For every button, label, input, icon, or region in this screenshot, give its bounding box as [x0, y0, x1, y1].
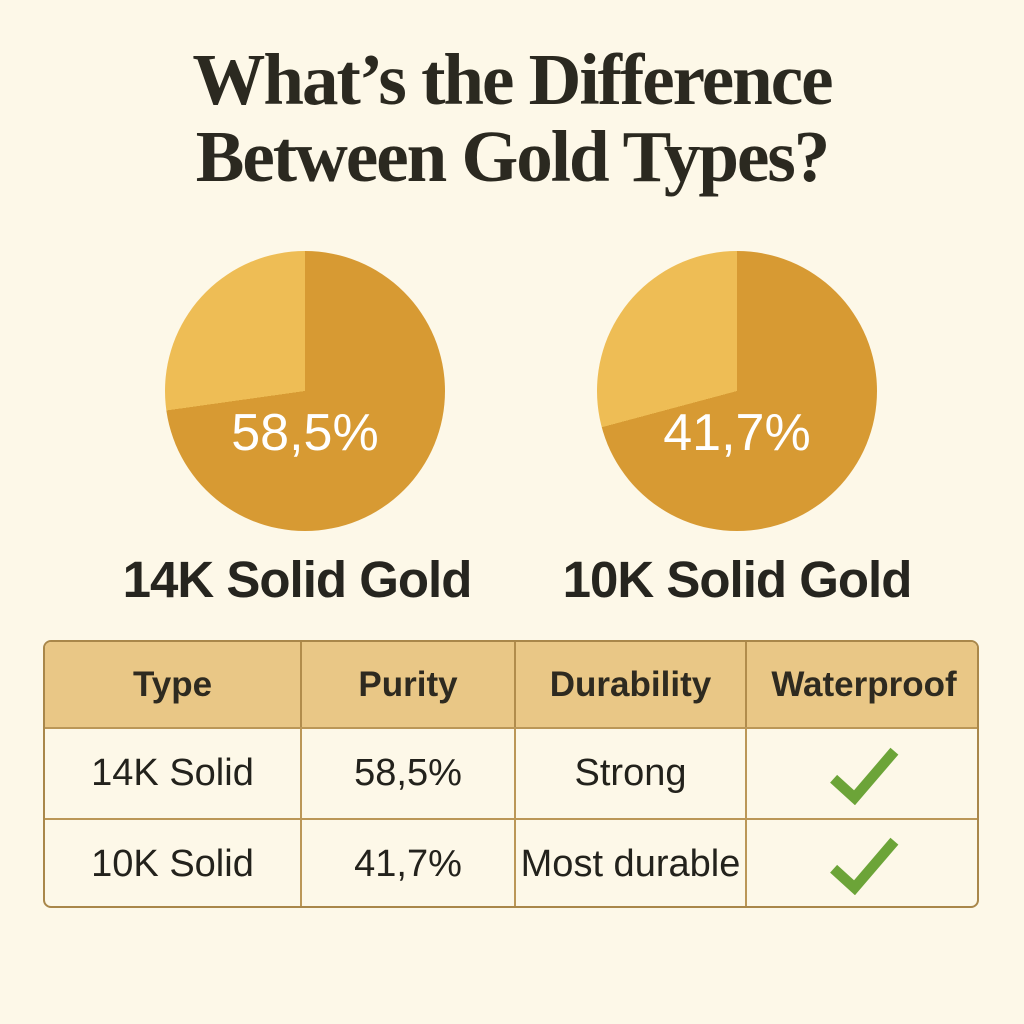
table-header-type: Type [45, 642, 300, 727]
comparison-table: Type Purity Durability Waterproof 14K So… [43, 640, 979, 908]
table-header-purity: Purity [300, 642, 514, 727]
check-icon [830, 837, 899, 895]
table-cell-waterproof-14k [745, 727, 977, 818]
table-cell-durability-14k: Strong [514, 727, 745, 818]
page-title-line-2: Between Gold Types? [195, 115, 831, 197]
pie-chart-14k: 58,5% [165, 251, 445, 531]
table-header-waterproof: Waterproof [745, 642, 977, 727]
table-cell-purity-14k: 58,5% [300, 727, 514, 818]
table-header-durability: Durability [514, 642, 745, 727]
check-icon [830, 747, 899, 805]
pie-caption-14k: 14K Solid Gold [122, 551, 473, 608]
table-cell-waterproof-10k [745, 818, 977, 906]
table-cell-purity-10k: 41,7% [300, 818, 514, 906]
table-cell-type-10k: 10K Solid [45, 818, 300, 906]
page-title-line-1: What’s the Difference [192, 39, 833, 120]
pie-chart-10k: 41,7% [597, 251, 877, 531]
page-title: What’s the Difference Between Gold Types… [0, 39, 1024, 197]
pie-caption-10k: 10K Solid Gold [562, 551, 913, 608]
pie-value-label-10k: 41,7% [663, 404, 811, 462]
table-cell-type-14k: 14K Solid [45, 727, 300, 818]
pie-value-label-14k: 58,5% [231, 404, 379, 462]
table-cell-durability-10k: Most durable [514, 818, 745, 906]
